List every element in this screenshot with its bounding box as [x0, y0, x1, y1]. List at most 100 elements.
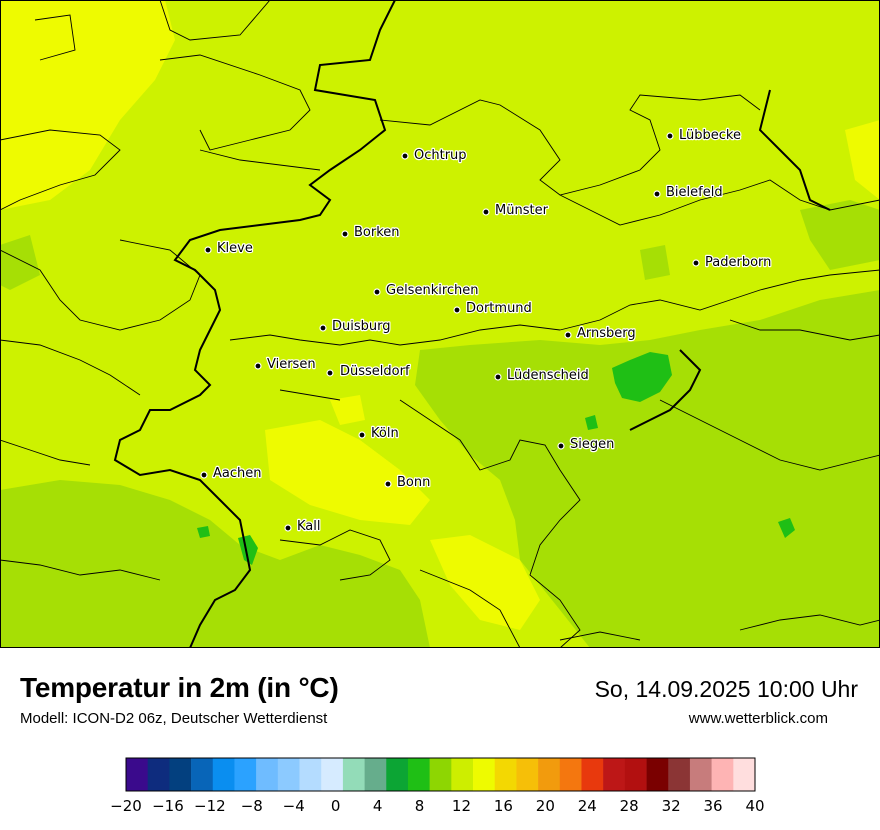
legend-tick-label: 16 — [494, 797, 513, 815]
city-aachen: Aachen — [200, 465, 263, 482]
city-bielefeld: Bielefeld — [653, 184, 724, 201]
legend-tick-label: 28 — [620, 797, 639, 815]
city-label: Köln — [371, 426, 399, 441]
city-label: Borken — [354, 225, 400, 240]
legend-swatch — [733, 758, 756, 791]
legend-tick-label: −16 — [152, 797, 184, 815]
legend-swatch — [407, 758, 430, 791]
city-label: Kall — [297, 519, 321, 534]
legend-swatch — [451, 758, 474, 791]
legend-swatch — [494, 758, 517, 791]
city-dusseldorf: Düsseldorf — [326, 363, 411, 380]
legend-swatch — [126, 758, 148, 791]
city-dot — [494, 373, 502, 381]
city-dot — [254, 362, 262, 370]
legend-swatch — [169, 758, 192, 791]
city-dot — [373, 288, 381, 296]
legend-swatch — [429, 758, 452, 791]
city-duisburg: Duisburg — [319, 318, 392, 335]
city-kall: Kall — [284, 518, 322, 535]
legend-tick-label: 32 — [662, 797, 681, 815]
city-label: Viersen — [267, 357, 316, 372]
city-label: Arnsberg — [577, 326, 636, 341]
legend-swatch — [516, 758, 539, 791]
legend-tick-label: 36 — [704, 797, 723, 815]
city-dot — [326, 369, 334, 377]
legend-swatch — [212, 758, 235, 791]
legend-tick-label: 24 — [578, 797, 597, 815]
legend-tick-label: −4 — [283, 797, 305, 815]
city-label: Ochtrup — [414, 148, 467, 163]
legend-tick-label: −8 — [241, 797, 263, 815]
temperature-zone-12 — [0, 200, 880, 648]
city-ochtrup: Ochtrup — [401, 147, 468, 164]
city-label: Kleve — [217, 241, 253, 256]
legend-tick-label: 12 — [452, 797, 471, 815]
city-dot — [401, 152, 409, 160]
city-dot — [384, 480, 392, 488]
city-borken: Borken — [341, 224, 401, 241]
legend-swatch — [646, 758, 669, 791]
city-label: Lübbecke — [679, 128, 741, 143]
city-ludenscheid: Lüdenscheid — [494, 367, 590, 384]
city-dot — [482, 208, 490, 216]
city-arnsberg: Arnsberg — [564, 325, 637, 342]
legend-swatch — [711, 758, 734, 791]
color-scale-legend: −20 −16 −12 −8 −4 0 4 8 12 16 20 24 28 32 36 40 — [110, 757, 765, 815]
legend-swatch — [668, 758, 691, 791]
city-dot — [453, 306, 461, 314]
city-dot — [204, 246, 212, 254]
city-paderborn: Paderborn — [692, 254, 773, 271]
legend-swatch — [559, 758, 582, 791]
city-label: Bielefeld — [666, 185, 723, 200]
website-link[interactable]: www.wetterblick.com — [688, 710, 828, 727]
city-dot — [319, 324, 327, 332]
legend-swatches — [125, 757, 756, 792]
city-label: Düsseldorf — [340, 364, 410, 379]
city-munster: Münster — [482, 202, 550, 219]
legend-swatch — [147, 758, 170, 791]
city-lubbecke: Lübbecke — [666, 127, 742, 144]
temperature-zone-16 — [0, 0, 880, 630]
legend-swatch — [581, 758, 604, 791]
city-dot — [692, 259, 700, 267]
city-kleve: Kleve — [204, 240, 254, 257]
city-label: Siegen — [570, 437, 614, 452]
legend-swatch — [191, 758, 214, 791]
city-dot — [284, 524, 292, 532]
city-dot — [200, 471, 208, 479]
city-bonn: Bonn — [384, 474, 432, 491]
legend-swatch — [277, 758, 300, 791]
city-dot — [358, 431, 366, 439]
city-label: Lüdenscheid — [507, 368, 589, 383]
national-borders — [113, 0, 831, 648]
city-viersen: Viersen — [254, 356, 317, 373]
legend-tick-label: 0 — [331, 797, 341, 815]
forecast-datetime: So, 14.09.2025 10:00 Uhr — [594, 676, 858, 702]
legend-swatch — [234, 758, 257, 791]
legend-swatch — [299, 758, 322, 791]
city-label: Bonn — [397, 475, 430, 490]
city-label: Gelsenkirchen — [386, 283, 479, 298]
legend-swatch — [256, 758, 279, 791]
map-title: Temperatur in 2m (in °C) — [20, 672, 339, 703]
city-dot — [564, 331, 572, 339]
legend-ticks: −20 −16 −12 −8 −4 0 4 8 12 16 20 24 28 32 36 40 — [110, 797, 764, 815]
temperature-map: Lübbecke Ochtrup Bielefeld Münster Borke… — [0, 0, 880, 648]
legend-swatch — [321, 758, 344, 791]
legend-swatch — [538, 758, 561, 791]
city-label: Münster — [495, 203, 549, 218]
legend-frame — [125, 757, 756, 792]
city-label: Duisburg — [332, 319, 391, 334]
city-dot — [341, 230, 349, 238]
city-gelsenkirchen: Gelsenkirchen — [373, 282, 480, 299]
legend-tick-label: 40 — [745, 797, 764, 815]
legend-swatch — [386, 758, 409, 791]
legend-swatch — [364, 758, 387, 791]
city-dot — [557, 442, 565, 450]
model-source: Modell: ICON-D2 06z, Deutscher Wetterdie… — [20, 710, 328, 727]
city-label: Dortmund — [466, 301, 532, 316]
legend-swatch — [342, 758, 365, 791]
city-dot — [653, 190, 661, 198]
city-siegen: Siegen — [557, 436, 616, 453]
